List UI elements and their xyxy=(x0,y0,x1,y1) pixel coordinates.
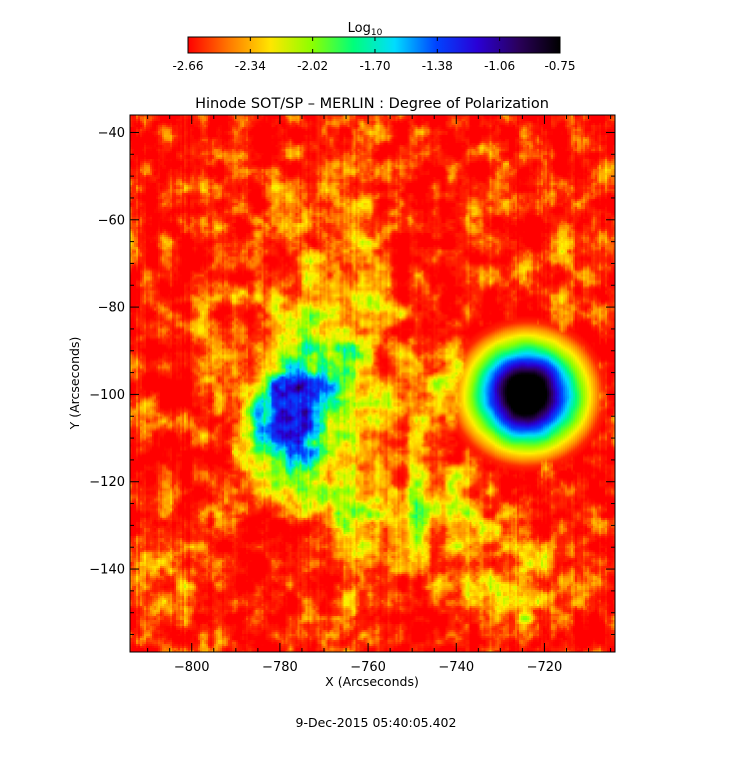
colorbar-label: Log10 xyxy=(348,21,383,38)
colorbar-label-sub: 10 xyxy=(371,28,383,38)
colorbar-tick-label: -2.66 xyxy=(172,59,203,73)
y-tick-label: −120 xyxy=(89,475,125,490)
colorbar-tick-label: -1.70 xyxy=(359,59,390,73)
x-tick-label: −800 xyxy=(174,660,210,675)
colorbar-tick-label: -1.38 xyxy=(422,59,453,73)
heatmap-image xyxy=(130,115,615,652)
y-tick-label: −140 xyxy=(89,563,125,578)
y-tick-label: −40 xyxy=(98,126,125,141)
y-axis-label: Y (Arcseconds) xyxy=(67,337,82,431)
x-axis-label: X (Arcseconds) xyxy=(325,674,419,689)
colorbar: Log10 -2.66 -2.34 -2.02 -1.70 -1.38 -1.06 -0.7… xyxy=(172,21,575,73)
y-tick-label: −80 xyxy=(98,301,125,316)
colorbar-tick-label: -2.02 xyxy=(297,59,328,73)
plot-frame xyxy=(129,114,616,653)
colorbar-gradient xyxy=(187,36,561,54)
colorbar-ticks: -2.66 -2.34 -2.02 -1.70 -1.38 -1.06 -0.75 xyxy=(172,37,576,73)
y-axis: −40 −60 −80 −100 −120 −140 xyxy=(89,126,615,636)
timestamp: 9-Dec-2015 05:40:05.402 xyxy=(296,715,457,730)
y-tick-label: −60 xyxy=(98,213,125,228)
x-tick-label: −740 xyxy=(438,660,474,675)
x-tick-label: −760 xyxy=(350,660,386,675)
x-tick-label: −780 xyxy=(262,660,298,675)
x-tick-label: −720 xyxy=(527,660,563,675)
colorbar-tick-label: -0.75 xyxy=(544,59,575,73)
y-tick-label: −100 xyxy=(89,388,125,403)
colorbar-label-main: Log xyxy=(348,21,371,36)
colorbar-tick-label: -2.34 xyxy=(235,59,266,73)
plot-area xyxy=(130,115,615,652)
colorbar-tick-label: -1.06 xyxy=(484,59,515,73)
chart-title: Hinode SOT/SP – MERLIN : Degree of Polar… xyxy=(195,96,549,112)
x-axis: −800 −780 −760 −740 −720 xyxy=(147,115,612,675)
